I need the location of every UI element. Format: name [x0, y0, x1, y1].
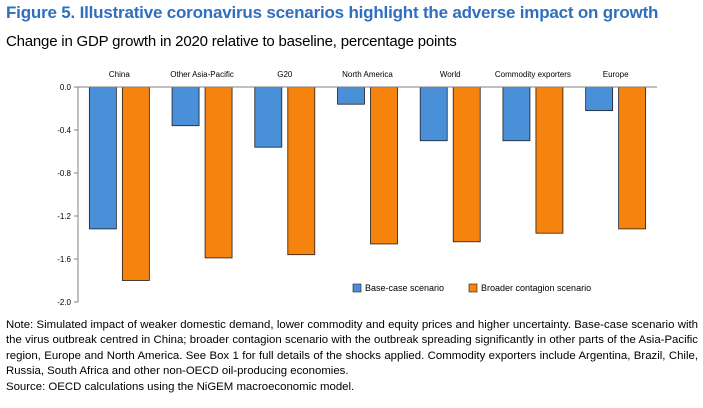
y-tick-label: -0.4 [57, 126, 71, 135]
y-tick-label: 0.0 [60, 83, 72, 92]
bar-broader-contagion [452, 86, 481, 243]
y-tick-label: -1.6 [57, 255, 71, 264]
bar-base-case [337, 86, 365, 105]
category-label: Other Asia-Pacific [170, 70, 234, 79]
bar-base-case [254, 86, 283, 148]
bar-base-case [88, 86, 117, 230]
bar-broader-contagion [535, 86, 564, 234]
legend-label: Broader contagion scenario [481, 283, 591, 293]
legend-label: Base-case scenario [365, 283, 444, 293]
category-label: World [440, 70, 461, 79]
category-label: G20 [277, 70, 293, 79]
bar-base-case [171, 86, 200, 127]
figure-title: Figure 5. Illustrative coronavirus scena… [6, 3, 659, 22]
bar-broader-contagion [618, 86, 647, 230]
category-label: North America [342, 70, 393, 79]
legend-swatch [468, 283, 478, 293]
bar-broader-contagion [287, 86, 316, 256]
figure-subtitle: Change in GDP growth in 2020 relative to… [6, 33, 457, 50]
notes-block: Note: Simulated impact of weaker domesti… [6, 318, 698, 395]
category-label: China [109, 70, 130, 79]
source-text: Source: OECD calculations using the NiGE… [6, 380, 355, 393]
y-tick-label: -2.0 [57, 298, 71, 307]
bar-chart: 0.0 -0.4 -0.8 -1.2 -1.6 -2.0 China Other Asia-P… [57, 70, 657, 307]
note-text: Note: Simulated impact of weaker domesti… [6, 319, 698, 378]
bar-broader-contagion [370, 86, 398, 245]
legend-swatch [352, 283, 362, 293]
y-tick-label: -1.2 [57, 212, 71, 221]
category-label: Europe [603, 70, 629, 79]
bar-broader-contagion [121, 86, 150, 281]
category-label: Commodity exporters [495, 70, 571, 79]
bar-base-case [585, 86, 614, 112]
bar-broader-contagion [204, 86, 233, 259]
bar-base-case [419, 86, 448, 142]
y-tick-label: -0.8 [57, 169, 71, 178]
bar-base-case [502, 86, 531, 142]
